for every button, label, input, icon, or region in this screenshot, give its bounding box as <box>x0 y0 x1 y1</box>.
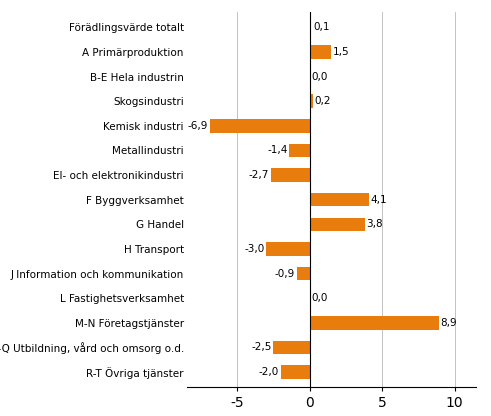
Bar <box>310 20 311 34</box>
Text: 0,2: 0,2 <box>314 96 331 106</box>
Text: -6,9: -6,9 <box>188 121 208 131</box>
Bar <box>266 242 310 256</box>
Bar <box>310 94 313 108</box>
Bar <box>310 193 369 206</box>
Text: 0,1: 0,1 <box>313 22 329 32</box>
Text: 1,5: 1,5 <box>333 47 350 57</box>
Text: -2,0: -2,0 <box>259 367 279 377</box>
Bar <box>281 365 310 379</box>
Bar <box>310 45 331 59</box>
Text: -0,9: -0,9 <box>274 269 295 279</box>
Text: 8,9: 8,9 <box>440 318 457 328</box>
Text: -2,5: -2,5 <box>251 342 272 352</box>
Bar <box>271 168 310 182</box>
Bar <box>310 218 365 231</box>
Bar <box>310 316 438 329</box>
Text: 0,0: 0,0 <box>311 72 328 82</box>
Bar <box>297 267 310 280</box>
Text: 3,8: 3,8 <box>366 219 383 229</box>
Bar <box>273 341 310 354</box>
Text: -1,4: -1,4 <box>267 146 288 156</box>
Text: 4,1: 4,1 <box>371 195 387 205</box>
Bar <box>210 119 310 133</box>
Text: -3,0: -3,0 <box>244 244 265 254</box>
Bar <box>289 144 310 157</box>
Text: -2,7: -2,7 <box>248 170 269 180</box>
Text: 0,0: 0,0 <box>311 293 328 303</box>
